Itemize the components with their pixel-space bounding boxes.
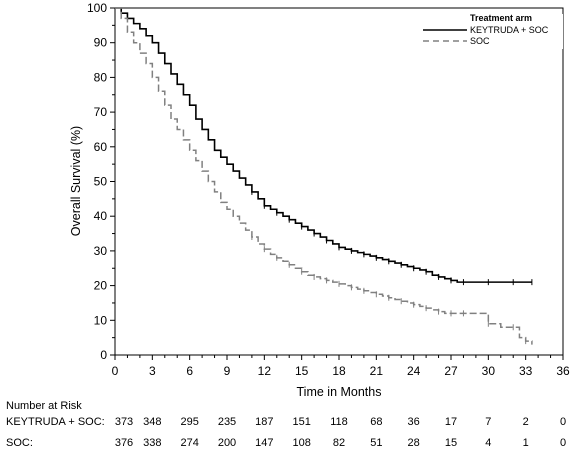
- y-tick-label: 20: [94, 279, 108, 293]
- y-tick-label: 0: [100, 348, 107, 362]
- y-tick-label: 40: [94, 209, 108, 223]
- x-tick-label: 3: [149, 364, 156, 378]
- x-axis-title: Time in Months: [297, 385, 382, 399]
- risk-cell: 295: [180, 416, 199, 428]
- x-tick-label: 12: [258, 364, 272, 378]
- risk-cell: 235: [217, 416, 237, 428]
- risk-row-label: KEYTRUDA + SOC:: [6, 416, 105, 428]
- risk-cell: 118: [330, 416, 348, 428]
- risk-cell: 4: [485, 437, 492, 449]
- legend: Treatment arm KEYTRUDA + SOC SOC: [423, 13, 563, 49]
- legend-label-soc: SOC: [470, 36, 490, 46]
- risk-cell: 15: [444, 437, 458, 449]
- x-tick-label: 18: [332, 364, 346, 378]
- x-tick-label: 27: [444, 364, 458, 378]
- x-tick-label: 24: [407, 364, 421, 378]
- plot-frame: [114, 7, 564, 356]
- legend-box: [423, 14, 563, 49]
- series-line-soc: [115, 7, 533, 345]
- y-tick-label: 60: [94, 140, 108, 154]
- y-tick-label: 10: [94, 313, 108, 327]
- risk-cell: 82: [332, 437, 346, 449]
- risk-cell: 108: [292, 437, 311, 449]
- x-tick-label: 6: [186, 364, 193, 378]
- y-tick-label: 100: [87, 1, 107, 15]
- risk-cell: 147: [255, 437, 274, 449]
- risk-cell: 373: [114, 416, 134, 428]
- legend-label-keytruda: KEYTRUDA + SOC: [470, 25, 549, 35]
- risk-cell: 0: [559, 437, 567, 449]
- risk-cell: 17: [444, 416, 458, 428]
- risk-cell: 7: [485, 416, 492, 428]
- risk-cell: 1: [522, 437, 529, 449]
- risk-cell: 151: [292, 416, 311, 428]
- risk-cell: 2: [522, 416, 529, 428]
- risk-cell: 0: [559, 416, 567, 428]
- risk-cell: 187: [255, 416, 274, 428]
- y-axis-title: Overall Survival (%): [69, 126, 83, 236]
- legend-title: Treatment arm: [470, 13, 532, 23]
- y-tick-label: 50: [94, 175, 108, 189]
- risk-cell: 348: [143, 416, 162, 428]
- y-tick-label: 70: [94, 105, 108, 119]
- x-tick-label: 30: [482, 364, 496, 378]
- risk-cell: 68: [370, 416, 383, 428]
- risk-cell: 376: [114, 437, 134, 449]
- y-tick-label: 30: [94, 244, 108, 258]
- risk-cell: 274: [180, 437, 199, 449]
- y-tick-label: 90: [94, 36, 108, 50]
- y-tick-label: 80: [94, 70, 108, 84]
- x-tick-label: 21: [370, 364, 384, 378]
- risk-table-title: Number at Risk: [6, 400, 82, 412]
- risk-cell: 28: [407, 437, 420, 449]
- series-line-keytruda-soc: [115, 7, 532, 283]
- x-tick-label: 36: [556, 364, 570, 378]
- risk-cell: 200: [217, 437, 237, 449]
- x-tick-label: 33: [519, 364, 533, 378]
- risk-cell: 338: [143, 437, 162, 449]
- risk-cell: 36: [407, 416, 420, 428]
- x-tick-label: 0: [112, 364, 119, 378]
- x-tick-label: 9: [224, 364, 231, 378]
- risk-row-label: SOC:: [6, 437, 33, 449]
- x-tick-label: 15: [295, 364, 309, 378]
- risk-cell: 51: [370, 437, 383, 449]
- series-layer: [115, 7, 533, 345]
